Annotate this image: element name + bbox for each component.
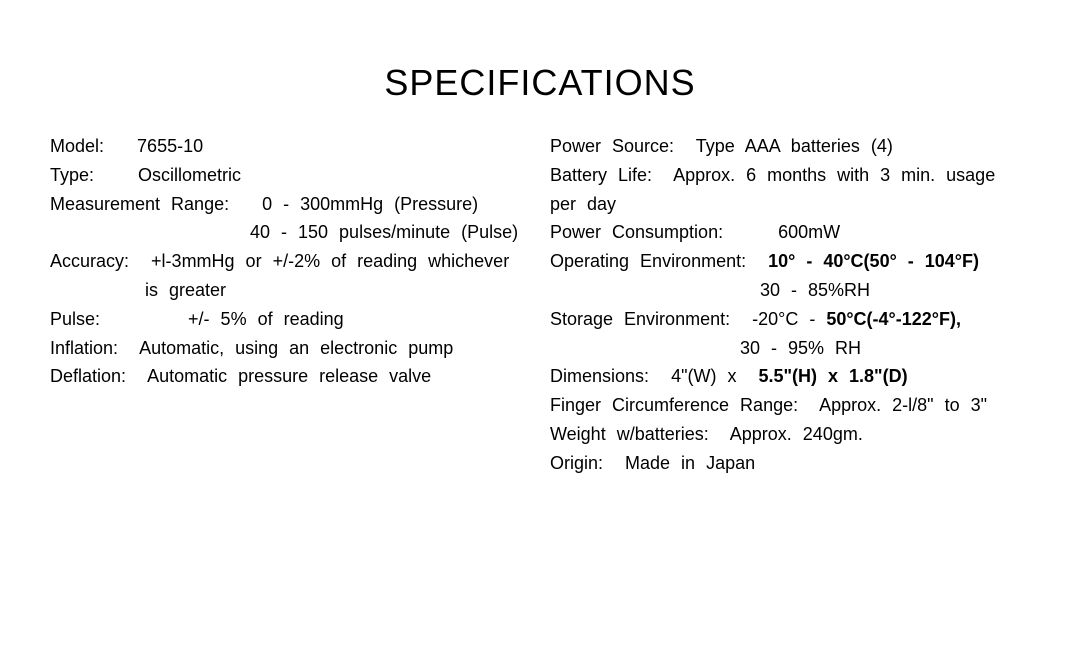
right-column: Power Source: Type AAA batteries (4) Bat… bbox=[540, 132, 1030, 478]
label-op-env: Operating Environment: bbox=[550, 251, 746, 271]
value-origin: Made in Japan bbox=[625, 453, 755, 473]
spec-line-finger: Finger Circumference Range: Approx. 2-l/… bbox=[550, 391, 1030, 420]
spec-line-meas-range-pulse: 40 - 150 pulses/minute (Pulse) bbox=[50, 218, 530, 247]
value-weight: Approx. 240gm. bbox=[730, 424, 863, 444]
spec-line-storage-env: Storage Environment: -20°C - 50°C(-4°-12… bbox=[550, 305, 1030, 334]
value-op-env-temp: 10° - 40°C(50° - 104°F) bbox=[768, 251, 979, 271]
spec-line-meas-range: Measurement Range: 0 - 300mmHg (Pressure… bbox=[50, 190, 530, 219]
value-power-source: Type AAA batteries (4) bbox=[696, 136, 893, 156]
label-power-cons: Power Consumption: bbox=[550, 222, 723, 242]
spec-line-power-source: Power Source: Type AAA batteries (4) bbox=[550, 132, 1030, 161]
label-origin: Origin: bbox=[550, 453, 603, 473]
label-pulse: Pulse: bbox=[50, 309, 100, 329]
label-dimensions: Dimensions: bbox=[550, 366, 649, 386]
spec-line-pulse: Pulse: +/- 5% of reading bbox=[50, 305, 530, 334]
value-dimensions-2: 5.5"(H) x 1.8"(D) bbox=[758, 366, 907, 386]
label-power-source: Power Source: bbox=[550, 136, 674, 156]
label-deflation: Deflation: bbox=[50, 366, 126, 386]
label-accuracy: Accuracy: bbox=[50, 251, 129, 271]
value-type: Oscillometric bbox=[138, 165, 241, 185]
value-storage-temp-2: 50°C(-4°-122°F), bbox=[826, 309, 961, 329]
value-pulse: +/- 5% of reading bbox=[188, 309, 344, 329]
spec-line-op-env-rh: 30 - 85%RH bbox=[550, 276, 1030, 305]
spec-line-model: Model: 7655-10 bbox=[50, 132, 530, 161]
spec-line-weight: Weight w/batteries: Approx. 240gm. bbox=[550, 420, 1030, 449]
value-model: 7655-10 bbox=[137, 136, 203, 156]
left-column: Model: 7655-10 Type: Oscillometric Measu… bbox=[50, 132, 540, 478]
value-power-cons: 600mW bbox=[778, 222, 840, 242]
value-accuracy-1: +l-3mmHg or +/-2% of reading whichever bbox=[151, 251, 509, 271]
spec-line-accuracy: Accuracy: +l-3mmHg or +/-2% of reading w… bbox=[50, 247, 530, 276]
label-weight: Weight w/batteries: bbox=[550, 424, 709, 444]
spec-line-dimensions: Dimensions: 4"(W) x 5.5"(H) x 1.8"(D) bbox=[550, 362, 1030, 391]
spec-line-type: Type: Oscillometric bbox=[50, 161, 530, 190]
spec-line-deflation: Deflation: Automatic pressure release va… bbox=[50, 362, 530, 391]
spec-line-accuracy-2: is greater bbox=[50, 276, 530, 305]
label-finger: Finger Circumference Range: bbox=[550, 395, 798, 415]
value-deflation: Automatic pressure release valve bbox=[147, 366, 431, 386]
label-inflation: Inflation: bbox=[50, 338, 118, 358]
spec-line-op-env: Operating Environment: 10° - 40°C(50° - … bbox=[550, 247, 1030, 276]
label-meas-range: Measurement Range: bbox=[50, 194, 229, 214]
spec-line-origin: Origin: Made in Japan bbox=[550, 449, 1030, 478]
label-battery-life: Battery Life: bbox=[550, 165, 652, 185]
label-model: Model: bbox=[50, 136, 104, 156]
spec-line-inflation: Inflation: Automatic, using an electroni… bbox=[50, 334, 530, 363]
page-container: SPECIFICATIONS Model: 7655-10 Type: Osci… bbox=[0, 0, 1080, 671]
label-storage-env: Storage Environment: bbox=[550, 309, 730, 329]
value-finger: Approx. 2-l/8" to 3" bbox=[819, 395, 987, 415]
value-dimensions-1: 4"(W) x bbox=[671, 366, 736, 386]
page-title: SPECIFICATIONS bbox=[0, 0, 1080, 132]
value-inflation: Automatic, using an electronic pump bbox=[139, 338, 453, 358]
columns: Model: 7655-10 Type: Oscillometric Measu… bbox=[0, 132, 1080, 478]
value-meas-range-pressure: 0 - 300mmHg (Pressure) bbox=[262, 194, 478, 214]
spec-line-battery-life: Battery Life: Approx. 6 months with 3 mi… bbox=[550, 161, 1030, 219]
spec-line-storage-rh: 30 - 95% RH bbox=[550, 334, 1030, 363]
value-storage-temp-1: -20°C - bbox=[752, 309, 826, 329]
spec-line-power-cons: Power Consumption: 600mW bbox=[550, 218, 1030, 247]
label-type: Type: bbox=[50, 165, 94, 185]
